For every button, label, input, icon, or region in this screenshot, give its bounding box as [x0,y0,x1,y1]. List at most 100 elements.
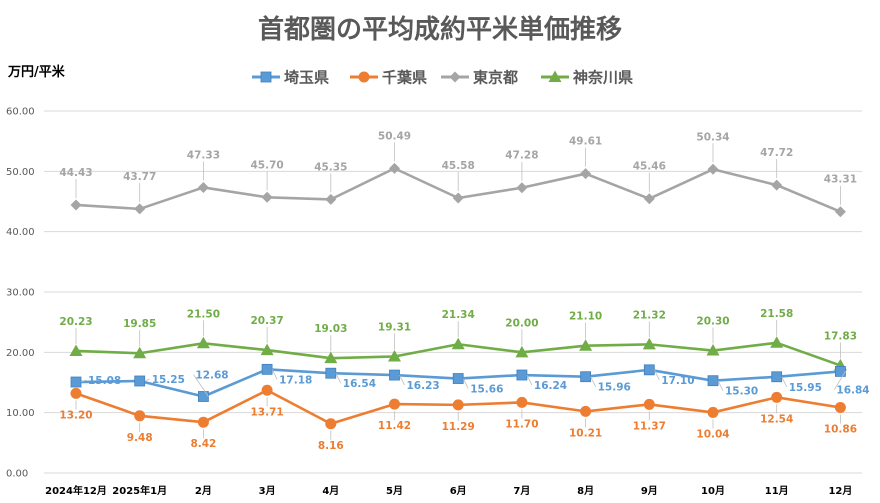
legend-marker [548,70,562,82]
data-point [643,364,655,376]
data-point [389,162,400,174]
legend-label: 東京都 [473,69,518,87]
label-leader [144,378,150,382]
data-label: 16.23 [407,380,440,392]
data-point [579,339,593,351]
data-point [516,396,528,408]
data-point [197,416,209,428]
data-label: 47.28 [505,150,538,162]
data-label: 17.10 [661,375,694,387]
data-label: 15.08 [88,375,121,387]
y-axis: 0.00 10.00 20.00 30.00 40.00 50.00 60.00 [6,107,35,480]
data-label: 20.00 [505,317,538,329]
label-leader [526,374,533,386]
data-label: 11.29 [442,421,475,433]
x-tick-label: 12月 [828,485,852,497]
data-point [580,405,592,417]
data-point [515,345,529,358]
data-label: 15.30 [725,386,758,398]
legend-marker [449,71,461,83]
data-point [707,163,719,175]
legend-marker [260,71,272,83]
label-leader [80,379,87,383]
data-label: 8.16 [318,440,344,452]
y-tick-label: 60.00 [6,107,35,118]
data-label: 15.25 [152,374,185,386]
data-point [261,363,273,375]
x-tick-label: 10月 [701,485,725,497]
data-label: 17.83 [824,330,857,342]
data-label: 45.35 [314,161,347,173]
x-tick-label: 8月 [577,485,594,497]
x-tick-label: 5月 [386,485,403,497]
data-point [834,401,846,413]
data-label: 21.10 [569,311,602,323]
data-point [516,182,528,194]
data-label: 20.37 [250,315,283,327]
data-point [389,369,400,381]
x-tick-label: 2024年12月 [45,484,107,497]
data-point [388,349,401,362]
data-label: 10.04 [696,428,729,440]
legend-label: 神奈川県 [573,69,633,87]
data-point [835,365,846,377]
data-label: 12.68 [195,369,228,381]
x-tick-label: 9月 [641,485,658,497]
data-point [771,391,783,403]
data-label: 13.20 [59,409,92,421]
data-point [771,371,783,383]
series-2 [70,162,846,218]
y-tick-label: 40.00 [6,227,35,238]
chart-title: 首都圏の平均成約平米単価推移 [258,14,622,45]
data-point [325,418,337,430]
data-label: 16.84 [836,384,869,396]
data-point [261,191,273,203]
data-label: 19.03 [314,323,347,335]
data-label: 44.43 [59,167,92,179]
data-point [771,179,783,191]
data-point [834,206,846,218]
data-point [643,193,655,205]
y-tick-label: 20.00 [6,348,35,359]
data-point [197,181,209,193]
label-leader [462,378,469,389]
label-leader [271,369,278,380]
data-point [196,336,210,349]
series-0 [70,363,846,402]
data-point [69,344,83,356]
data-point [134,203,146,215]
y-tick-label: 30.00 [6,288,35,299]
label-leader [834,371,846,390]
data-label: 45.46 [633,161,666,173]
data-label: 45.58 [442,160,475,172]
legend-label: 千葉県 [382,69,427,87]
x-tick-label: 7月 [513,485,530,497]
x-tick-label: 2月 [195,485,212,497]
data-point [707,406,719,418]
data-point [389,398,400,410]
data-point [580,168,592,180]
data-label: 43.77 [123,171,156,183]
data-label: 50.49 [378,130,411,142]
data-label: 47.72 [760,147,793,159]
data-point [642,337,656,350]
label-leader [717,380,724,391]
data-label: 15.96 [598,382,631,394]
data-point [516,369,528,381]
data-point [580,371,591,383]
data-point [260,343,274,356]
data-label: 21.34 [442,309,475,321]
series-1 [70,384,846,430]
data-point [133,346,147,359]
data-point [451,337,465,350]
data-point [134,375,146,387]
data-label: 8.42 [190,438,216,450]
data-label: 15.66 [470,384,503,396]
x-tick-label: 3月 [259,485,276,497]
data-label: 11.42 [378,420,411,432]
data-label: 16.54 [343,378,376,390]
data-labels: 15.08 15.25 12.68 17.18 16.54 16.23 15.66 16.24… [59,130,869,451]
legend-marker [358,71,370,83]
